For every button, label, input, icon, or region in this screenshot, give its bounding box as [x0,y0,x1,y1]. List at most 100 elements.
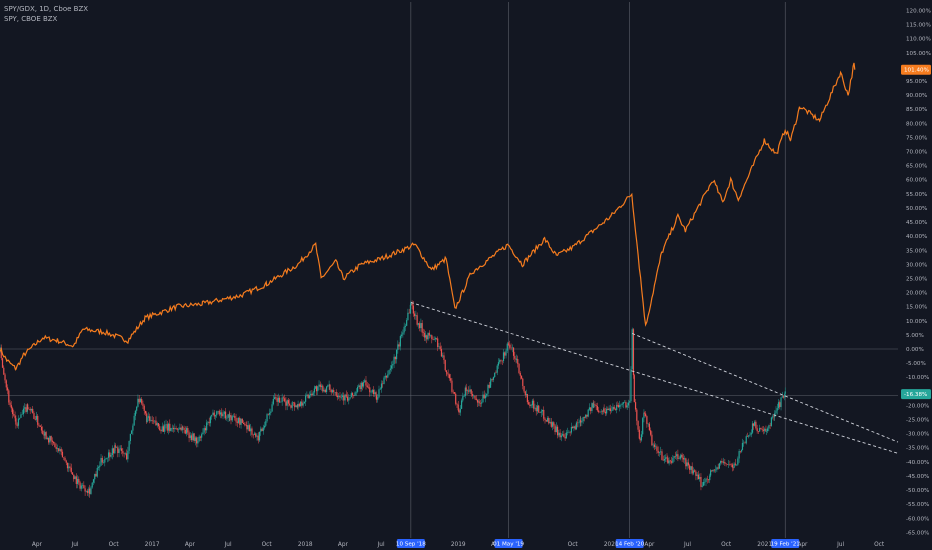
ratio-candle [671,456,673,465]
ratio-candle [223,410,225,419]
ratio-candle [442,352,444,359]
ratio-candle [260,426,262,436]
ratio-candle [51,437,54,447]
ratio-candle [643,411,645,417]
ratio-candle [78,476,80,486]
ratio-candle [126,449,128,461]
ratio-candle [161,422,163,433]
ratio-candle [291,400,293,411]
ratio-candle [707,479,710,483]
ratio-candle [286,399,288,411]
ratio-candle [517,355,519,368]
ratio-candle [149,413,151,424]
ratio-candle [769,422,771,430]
ratio-candle [239,416,241,428]
ratio-candle [84,485,86,496]
ratio-candle [565,429,567,439]
ratio-candle [539,411,541,414]
ratio-candle [331,389,334,394]
ratio-candle [176,428,178,432]
ratio-candle [208,417,210,427]
ratio-candle [538,404,540,413]
ratio-candle [25,403,27,414]
ratio-candle [111,445,113,460]
ratio-candle [657,446,659,457]
ratio-candle [312,390,314,397]
ratio-candle [543,406,545,422]
ratio-candle [255,432,257,438]
legend-main-symbol[interactable]: SPY/GDX, 1D, Cboe BZX [4,5,89,13]
ratio-candle [272,395,274,406]
ratio-candle [358,383,360,388]
ratio-candle [779,400,781,410]
trendlines[interactable] [410,302,899,454]
ratio-candle [389,365,391,374]
ratio-candle [746,432,749,437]
ratio-candle [344,393,346,405]
ratio-candle [471,391,474,400]
ratio-candle [297,400,299,411]
ratio-candle [69,463,71,472]
ratio-candle [522,377,524,390]
ratio-candle [651,431,653,447]
trendline[interactable] [410,302,899,454]
x-axis[interactable]: Apr Jul Oct 2017 Apr Jul Oct 2018 Apr Jul 2019 Apr O… [32,539,885,548]
ratio-candle [643,409,645,423]
ratio-candle [58,448,60,453]
ratio-candle [9,399,11,407]
ratio-candle [421,320,423,337]
ratio-candle [388,369,390,376]
ratio-candle [463,394,465,398]
ratio-candle [370,390,372,397]
ratio-candle [422,328,425,338]
ratio-candle [452,389,454,395]
ratio-candle [504,351,506,359]
ratio-candle [776,403,778,415]
ratio-candle [395,349,398,364]
ratio-candle [681,452,683,462]
ratio-candle [606,406,608,416]
trendline[interactable] [632,333,899,443]
ratio-candle [439,342,441,351]
ratio-candle [201,432,203,442]
ratio-candles [0,300,786,498]
ratio-candle [712,469,714,473]
ratio-candle [132,423,134,436]
date-marker-badge: 14 Feb '20 [615,539,645,548]
ratio-candle [330,388,332,396]
ratio-candle [183,425,185,434]
ratio-candle [279,395,281,403]
ratio-candle [497,358,500,369]
crosshair-lines [410,2,786,538]
ratio-candle [617,402,619,409]
ratio-candle [459,405,461,416]
ratio-candle [3,365,5,376]
ratio-candle [296,404,298,410]
ratio-candle [307,393,309,399]
ratio-candle [271,401,273,412]
ratio-candle [427,332,429,341]
ratio-candle [470,389,472,397]
ratio-candle [668,457,670,466]
ratio-candle [365,375,367,390]
ratio-candle [510,343,512,351]
ratio-candle [277,393,279,406]
x-tick-label: 2018 [298,542,313,548]
ratio-candle [159,424,161,431]
ratio-candle [136,405,138,414]
ratio-candle [5,379,7,391]
x-tick-label: Apr [797,542,808,548]
ratio-candle [0,344,1,353]
ratio-candle [384,372,386,380]
ratio-candle [379,387,381,391]
legend-compare-symbol[interactable]: SPY, CBOE BZX [4,15,58,23]
ratio-candle [554,423,556,435]
ratio-candle [506,341,508,354]
ratio-candle [261,427,263,432]
ratio-candle [120,445,123,455]
ratio-candle [431,334,433,344]
ratio-candle [692,467,695,476]
y-axis[interactable]: 120.00%115.00%110.00%105.00%100.00%95.00… [906,8,931,536]
ratio-candle [29,407,31,415]
